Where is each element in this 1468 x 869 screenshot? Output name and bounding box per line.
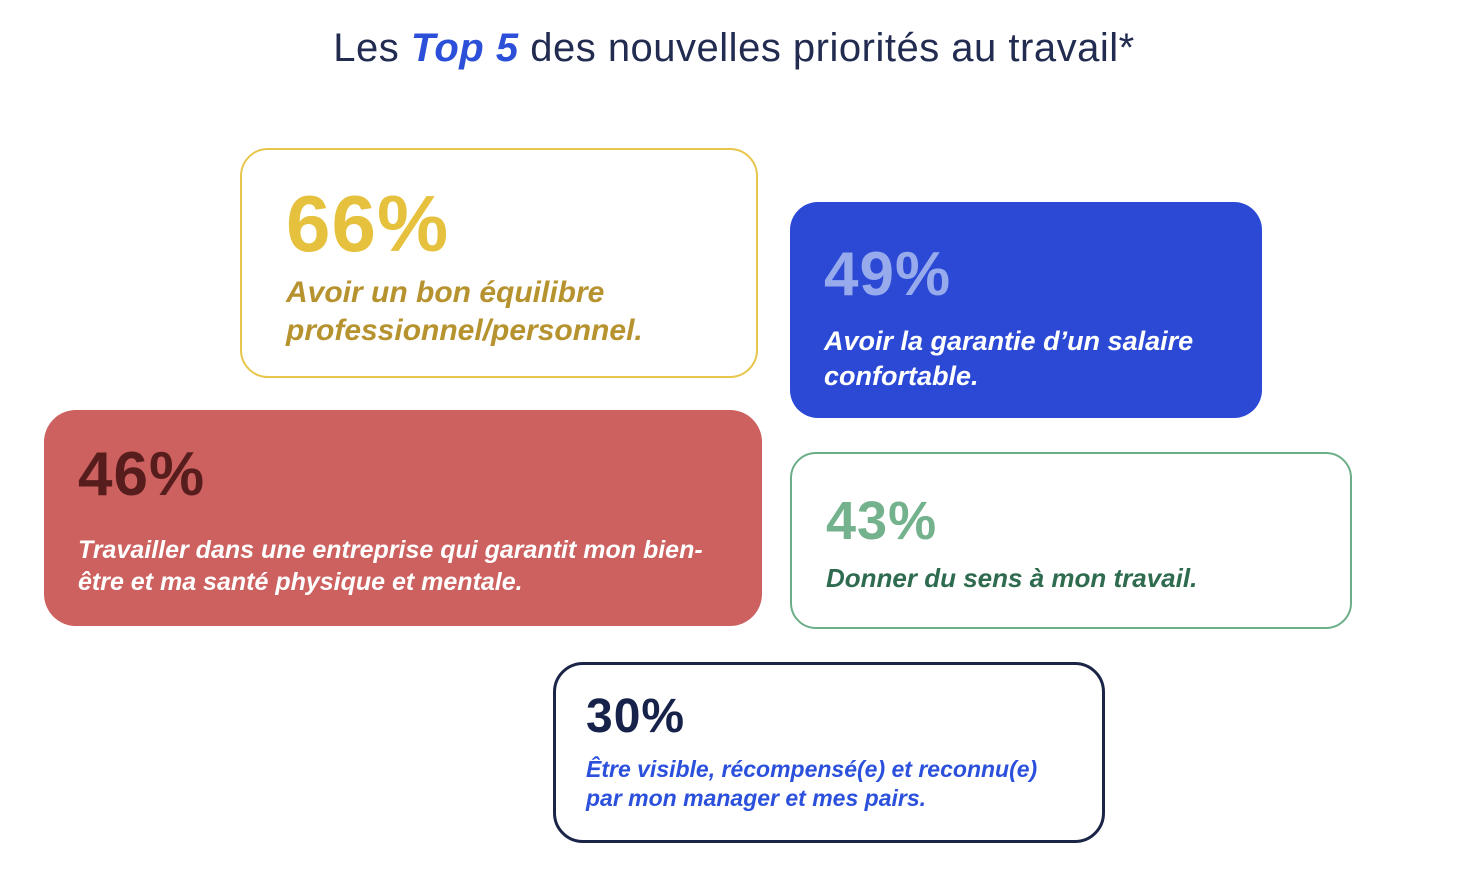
page-title-highlight: Top 5 xyxy=(410,26,519,70)
priority-2-description: Avoir la garantie d’un salaire confortab… xyxy=(824,326,1194,391)
priority-1-description: Avoir un bon équilibre professionnel/per… xyxy=(286,276,643,348)
priority-card-4: 43% Donner du sens à mon travail. xyxy=(790,452,1352,629)
priority-5-value: 30% xyxy=(586,690,686,743)
priority-4-value: 43% xyxy=(826,491,938,551)
priority-card-3: 46% Travailler dans une entreprise qui g… xyxy=(44,410,762,626)
priority-card-2: 49% Avoir la garantie d’un salaire confo… xyxy=(790,202,1262,418)
priority-2-value: 49% xyxy=(824,240,952,309)
priority-5-description: Être visible, récompensé(e) et reconnu(e… xyxy=(586,756,1038,812)
priority-card-5: 30% Être visible, récompensé(e) et recon… xyxy=(553,662,1105,843)
page-title: Les Top 5 des nouvelles priorités au tra… xyxy=(0,26,1468,71)
priority-3-value: 46% xyxy=(78,440,206,509)
priority-1-value: 66% xyxy=(286,179,450,268)
priority-4-description: Donner du sens à mon travail. xyxy=(826,563,1198,593)
priority-card-1: 66% Avoir un bon équilibre professionnel… xyxy=(240,148,758,378)
page-title-suffix: des nouvelles priorités au travail* xyxy=(518,26,1135,70)
page-title-prefix: Les xyxy=(333,26,411,70)
priority-3-description: Travailler dans une entreprise qui garan… xyxy=(78,536,703,596)
